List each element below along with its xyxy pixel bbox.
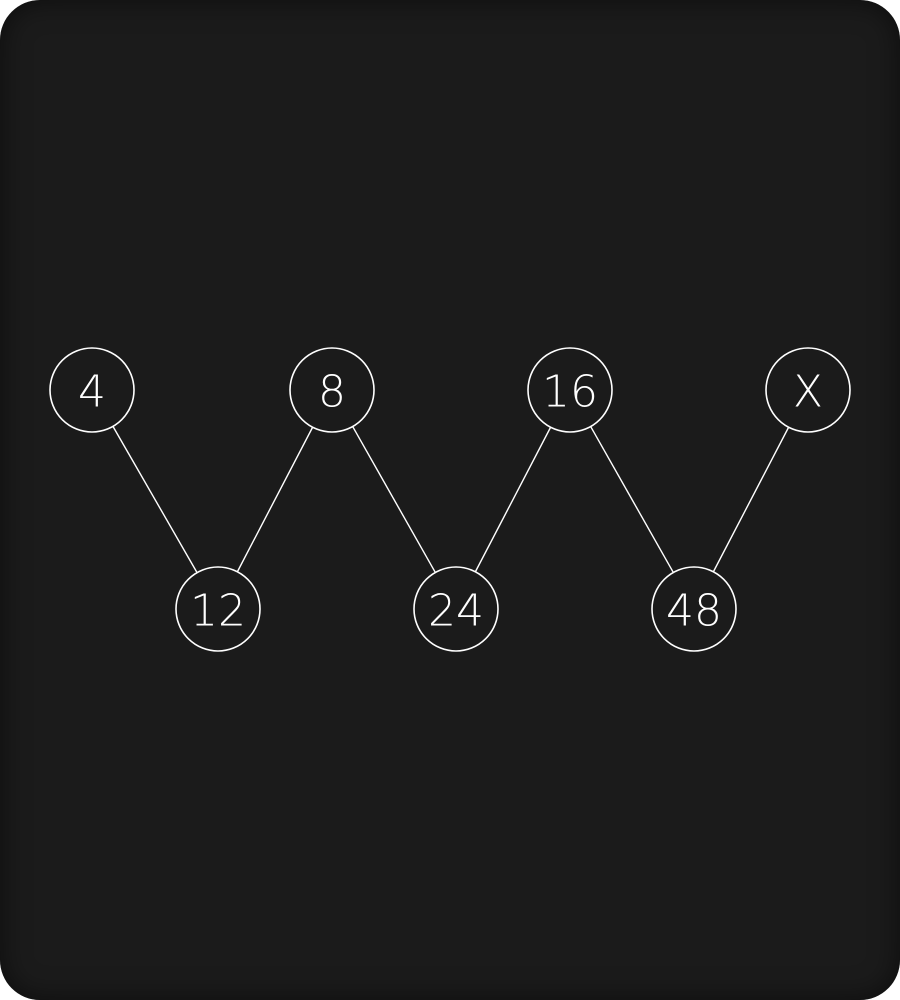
number-node: 8 <box>289 347 375 433</box>
edge-line <box>474 426 552 573</box>
node-circle <box>413 566 499 652</box>
node-circle <box>289 347 375 433</box>
node-circle <box>527 347 613 433</box>
number-node: 4 <box>49 347 135 433</box>
edge-line <box>712 426 790 573</box>
edges-layer <box>112 426 790 573</box>
node-circle <box>765 347 851 433</box>
number-node: X <box>765 347 851 433</box>
number-node: 12 <box>175 566 261 652</box>
node-label: 8 <box>318 367 346 418</box>
edge-line <box>236 426 314 573</box>
number-node: 48 <box>651 566 737 652</box>
node-label: 16 <box>542 367 598 418</box>
node-label: 24 <box>428 586 484 637</box>
node-label: 48 <box>666 586 722 637</box>
number-node: 24 <box>413 566 499 652</box>
edge-line <box>590 426 674 573</box>
edge-line <box>112 426 198 573</box>
number-node: 16 <box>527 347 613 433</box>
node-circle <box>651 566 737 652</box>
node-circle <box>175 566 261 652</box>
node-circle <box>49 347 135 433</box>
node-label: 12 <box>190 586 246 637</box>
edge-line <box>352 426 436 573</box>
node-label: X <box>793 367 823 418</box>
node-label: 4 <box>78 367 106 418</box>
nodes-layer: 4 12 8 24 16 48 X <box>49 347 851 652</box>
